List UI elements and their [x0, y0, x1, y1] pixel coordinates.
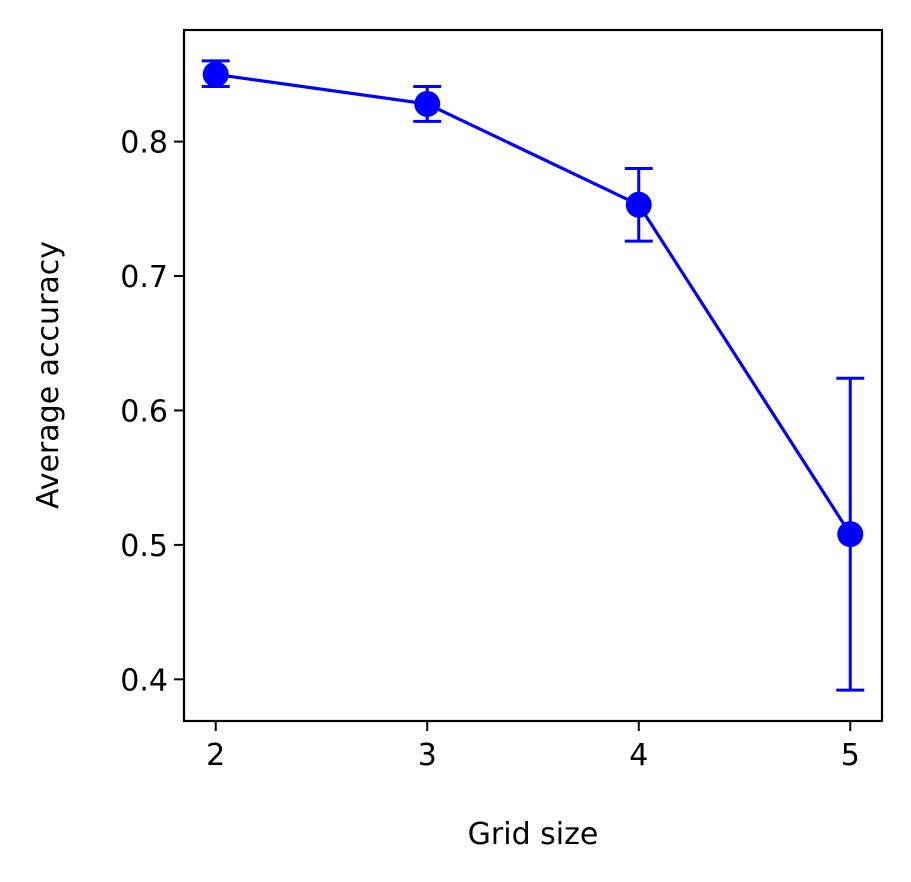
y-tick-label: 0.8 [120, 126, 168, 161]
y-tick-label: 0.6 [120, 394, 168, 429]
x-tick-label: 4 [629, 738, 648, 773]
x-tick-label: 2 [206, 738, 225, 773]
x-tick-label: 3 [418, 738, 437, 773]
series-layer [201, 59, 865, 692]
plot-frame [182, 28, 884, 723]
y-tick-label: 0.5 [120, 529, 168, 564]
x-axis-label: Grid size [468, 817, 599, 852]
x-tick-label: 5 [841, 738, 860, 773]
data-point [414, 90, 441, 117]
data-point [837, 521, 864, 548]
y-axis: 0.4 0.5 0.6 0.7 0.8 [120, 126, 184, 698]
plot-area: 0.4 0.5 0.6 0.7 0.8 2 3 4 5 [120, 28, 884, 773]
y-tick-label: 0.7 [120, 260, 168, 295]
data-point [202, 61, 229, 88]
data-point [625, 191, 652, 218]
y-axis-label: Average accuracy [31, 241, 66, 509]
y-tick-label: 0.4 [120, 663, 168, 698]
x-axis: 2 3 4 5 [206, 721, 860, 773]
series-line [215, 72, 852, 535]
